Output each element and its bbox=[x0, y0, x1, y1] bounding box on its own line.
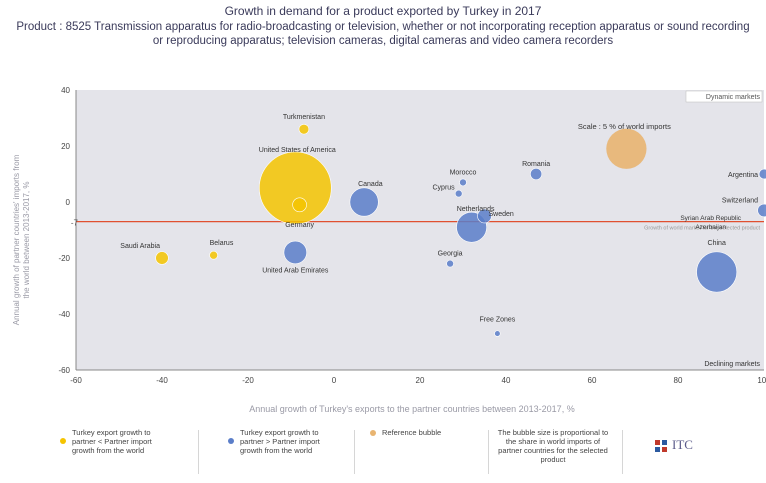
bubble-label: Canada bbox=[358, 181, 383, 188]
chart-subtitle: Product : 8525 Transmission apparatus fo… bbox=[16, 21, 750, 47]
bubble-label: Turkmenistan bbox=[283, 114, 325, 121]
bubble bbox=[530, 168, 543, 180]
legend-item-blue-label: Turkey export growth to partner > Partne… bbox=[240, 428, 320, 455]
bubble-label: Belarus bbox=[210, 240, 234, 247]
corner-label-box bbox=[685, 90, 763, 103]
bubble bbox=[155, 251, 169, 265]
x-tick-label: 40 bbox=[502, 376, 511, 385]
bubble-label: Switzerland bbox=[722, 197, 758, 204]
x-tick-label: -40 bbox=[156, 376, 168, 385]
bubble-label: Cyprus bbox=[433, 185, 456, 192]
legend-divider bbox=[622, 430, 623, 474]
y-tick-label: -40 bbox=[58, 310, 70, 319]
bubble bbox=[477, 208, 492, 224]
chart-title: Growth in demand for a product exported … bbox=[224, 4, 542, 18]
bubble bbox=[258, 151, 332, 225]
bubble bbox=[757, 203, 766, 218]
scale-label: Scale : 5 % of world imports bbox=[578, 122, 671, 131]
y-tick-label: 0 bbox=[66, 198, 71, 207]
legend-divider bbox=[354, 430, 355, 474]
bubble-label: Georgia bbox=[438, 251, 463, 258]
bubble bbox=[298, 123, 310, 135]
bubble-label: China bbox=[708, 240, 726, 247]
bubble bbox=[209, 250, 218, 260]
plot-area bbox=[76, 90, 764, 370]
corner-label-dynamic: Dynamic markets bbox=[706, 94, 761, 101]
x-tick-label: 100 bbox=[757, 376, 766, 385]
bubble bbox=[292, 197, 307, 213]
bubble-label: Sweden bbox=[489, 211, 514, 218]
legend-divider bbox=[488, 430, 489, 474]
bubble bbox=[696, 251, 738, 293]
y-tick-label: 40 bbox=[61, 86, 70, 95]
legend-item-yellow-label: Turkey export growth to partner < Partne… bbox=[72, 428, 152, 455]
reference-line-label: Growth of world market for the selected … bbox=[644, 226, 760, 232]
corner-label-declining: Declining markets bbox=[704, 361, 760, 368]
bubble-label: Morocco bbox=[450, 169, 477, 176]
bubble-label: Germany bbox=[285, 222, 314, 229]
bubble bbox=[459, 178, 467, 187]
reference-line-value: -7 bbox=[71, 219, 79, 228]
y-axis-label: Annual growth of partner countries' impo… bbox=[12, 154, 31, 326]
bubble-label: Romania bbox=[522, 161, 550, 168]
bubble-label: Argentina bbox=[728, 172, 758, 179]
x-tick-label: 60 bbox=[588, 376, 597, 385]
legend-divider bbox=[198, 430, 199, 474]
x-tick-label: 80 bbox=[674, 376, 683, 385]
legend-item-reference-label: Reference bubble bbox=[382, 428, 442, 437]
x-axis-label: Annual growth of Turkey's exports to the… bbox=[249, 404, 575, 414]
itc-logo-text: ITC bbox=[672, 437, 693, 452]
x-tick-label: 20 bbox=[416, 376, 425, 385]
extra-label: Azerbaijan bbox=[695, 224, 726, 231]
y-tick-label: 20 bbox=[61, 142, 70, 151]
bubble-label: Saudi Arabia bbox=[120, 243, 160, 250]
blue-dot-icon bbox=[228, 438, 234, 444]
y-tick-label: -60 bbox=[58, 366, 70, 375]
bubble-label: Free Zones bbox=[480, 317, 516, 324]
yellow-dot-icon bbox=[60, 438, 66, 444]
x-tick-label: -60 bbox=[70, 376, 82, 385]
orange-dot-icon bbox=[370, 430, 376, 436]
bubble bbox=[283, 240, 307, 265]
reference-bubble bbox=[606, 128, 647, 169]
bubble-label: Netherlands bbox=[457, 206, 495, 213]
bubble-label: United Arab Emirates bbox=[262, 267, 329, 274]
x-tick-label: 0 bbox=[332, 376, 337, 385]
bubble bbox=[446, 259, 454, 268]
bubble-label: United States of America bbox=[259, 147, 336, 154]
legend-item-scale-label: The bubble size is proportional to the s… bbox=[497, 428, 609, 464]
bubble bbox=[494, 330, 501, 337]
extra-label: Syrian Arab Republic bbox=[680, 215, 741, 222]
bubble bbox=[758, 168, 766, 180]
itc-logo: ITC bbox=[654, 437, 693, 453]
x-tick-label: -20 bbox=[242, 376, 254, 385]
y-tick-label: -20 bbox=[58, 254, 70, 263]
bubble bbox=[454, 189, 463, 198]
bubble bbox=[349, 187, 379, 217]
itc-logo-icon bbox=[655, 440, 667, 453]
